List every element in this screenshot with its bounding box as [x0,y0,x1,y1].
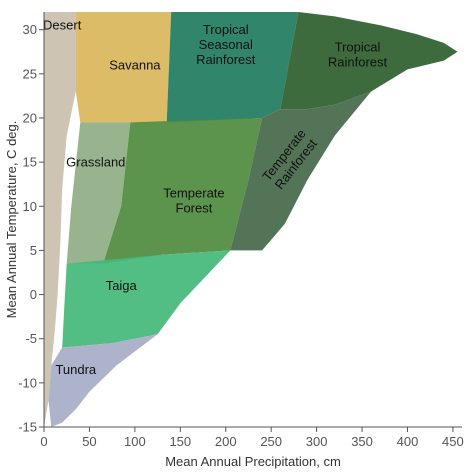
x-tick-label: 400 [397,434,419,449]
biome-region-temperate-forest [103,118,263,264]
biome-region-tundra [48,334,158,427]
x-tick-label: 0 [40,434,47,449]
y-tick-label: 15 [23,155,37,170]
biome-region-grassland [66,122,131,264]
biome-label-line: Rainforest [328,55,388,70]
biome-label-line: Forest [176,200,213,215]
biome-label-line: Tropical [203,22,249,37]
x-tick-label: 100 [124,434,146,449]
y-tick-label: 30 [23,22,37,37]
y-tick-label: -5 [25,331,37,346]
y-tick-label: 5 [30,243,37,258]
biome-label-line: Taiga [106,278,138,293]
biome-region-tropical-rainforest [280,12,458,110]
biome-label-line: Tundra [55,362,96,377]
biome-label-temperate-forest: Temperate Forest [163,185,224,215]
biome-region-temperate-rainforest [230,91,372,251]
biome-label-tundra: Tundra [55,362,96,377]
x-tick-label: 200 [215,434,237,449]
x-axis-title: Mean Annual Precipitation, cm [165,454,341,469]
x-tick-label: 450 [442,434,464,449]
biome-region-savanna [75,12,172,123]
y-tick-label: 0 [30,287,37,302]
x-tick-label: 150 [169,434,191,449]
biome-label-tropical-rainforest: Tropical Rainforest [328,40,388,70]
y-tick-label: 20 [23,110,37,125]
y-tick-label: -15 [18,420,37,435]
biome-region-tropical-seasonal-rainforest [166,12,299,123]
biome-label-line: Seasonal [199,37,253,52]
y-tick-label: 25 [23,66,37,81]
x-tick-label: 50 [82,434,96,449]
biome-label-line: Tropical [335,40,381,55]
x-tick-label: 250 [260,434,282,449]
biome-label-desert: Desert [43,18,82,33]
biome-label-line: Temperate [163,185,224,200]
y-tick-label: -10 [18,375,37,390]
x-tick-label: 350 [351,434,373,449]
x-tick-label: 300 [306,434,328,449]
biome-label-line: Rainforest [196,52,256,67]
y-ticks: -15 -10 -5 0 5 10 15 20 25 30 [18,22,44,435]
biome-label-tropical-seasonal-rainforest: Tropical Seasonal Rainforest [196,22,256,67]
biome-label-savanna: Savanna [109,57,161,72]
biome-label-line: Desert [43,18,82,33]
x-ticks: 0 50 100 150 200 250 300 350 400 450 [40,427,464,449]
biome-region-desert [44,12,76,427]
biome-regions [44,12,458,427]
biome-region-taiga [62,250,231,348]
biome-label-line: Grassland [66,155,125,170]
y-tick-label: 10 [23,199,37,214]
y-axis-title: Mean Annual Temperature, C deg. [4,121,19,319]
biome-label-line: Savanna [109,57,161,72]
biome-label-taiga: Taiga [106,278,138,293]
biome-label-grassland: Grassland [66,155,125,170]
axes: 0 50 100 150 200 250 300 350 400 450 -15 -10 -5 0 5 10… [18,12,464,449]
